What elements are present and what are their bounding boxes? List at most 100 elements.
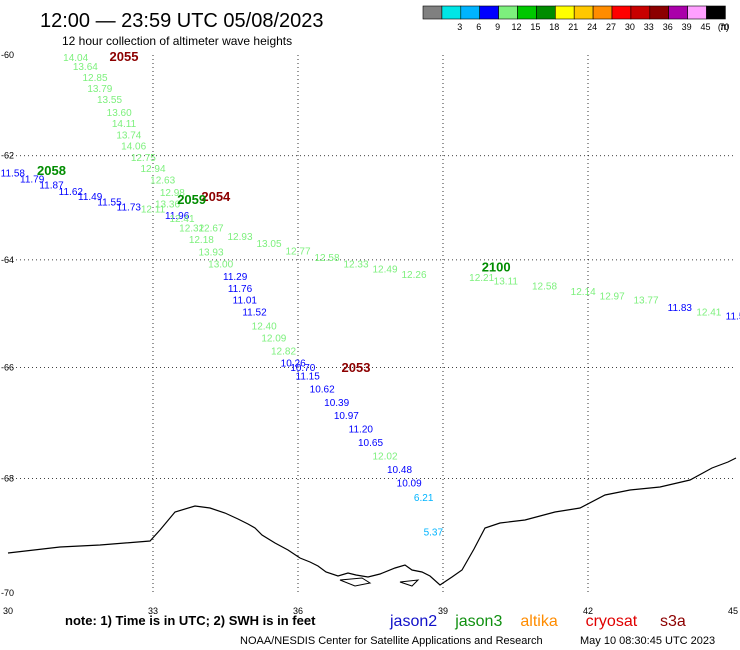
wave-height-colorbar: 3 6 9 12 15 18 21 24 27 30 33 36 39 45 70(ft) (422, 5, 729, 32)
lon-tick-label: 42 (583, 606, 593, 616)
map-grid: 30 33 36 39 42 45 -60 -62 -64 -66 -68 -70 (1, 50, 738, 616)
wave-height-value: 12.21 (469, 273, 494, 284)
colorbar-swatch (460, 5, 480, 20)
wave-height-value: 10.65 (358, 438, 383, 449)
colorbar-label: 30 (625, 22, 635, 32)
wave-height-value: 11.55 (97, 197, 122, 208)
colorbar-swatch (573, 5, 594, 20)
lat-tick-label: -62 (1, 151, 14, 161)
pass-time-label: 2054 (201, 189, 231, 204)
colorbar-swatch (649, 5, 669, 20)
lat-tick-label: -70 (1, 588, 14, 598)
footer-note: note: 1) Time is in UTC; 2) SWH is in fe… (65, 613, 316, 628)
wave-height-value: 13.05 (256, 239, 281, 250)
wave-height-value: 13.93 (198, 248, 223, 259)
wave-height-value: 12.63 (150, 175, 175, 186)
colorbar-swatch (592, 5, 613, 20)
wave-height-value: 10.26 (281, 358, 306, 369)
wave-height-value: 14.11 (112, 119, 137, 130)
wave-height-value: 12.98 (160, 188, 185, 199)
pass-time-label: 2053 (342, 360, 371, 375)
mission-legend: jason2 jason3 altika cryosat s3a (389, 613, 686, 630)
colorbar-swatch (479, 5, 499, 20)
lon-tick-label: 33 (148, 606, 158, 616)
colorbar-label: 36 (663, 22, 673, 32)
wave-height-value: 11.58 (1, 168, 26, 179)
colorbar-label: 18 (549, 22, 559, 32)
antarctic-coastline (7, 457, 737, 587)
wave-height-value: 14.04 (63, 53, 88, 64)
wave-height-value: 12.11 (141, 205, 166, 216)
wave-height-value: 11.87 (39, 181, 64, 192)
wave-height-value: 12.67 (198, 223, 223, 234)
colorbar-swatch (554, 5, 575, 20)
wave-height-value: 11.20 (349, 425, 374, 436)
colorbar-swatch (517, 5, 537, 20)
pass-time-label: 2058 (37, 163, 66, 178)
wave-height-value: 13.55 (97, 95, 122, 106)
wave-height-value: 13.79 (87, 84, 112, 95)
footer-timestamp: May 10 08:30:45 UTC 2023 (580, 635, 715, 647)
lat-tick-label: -64 (1, 255, 14, 265)
wave-height-value: 11.96 (165, 211, 190, 222)
pass-time-label: 2100 (482, 260, 511, 275)
colorbar-label: 33 (644, 22, 654, 32)
wave-height-value: 11.76 (228, 284, 253, 295)
wave-height-value: 12.26 (401, 270, 426, 281)
colorbar-swatch (687, 5, 707, 20)
lat-tick-label: -66 (1, 362, 14, 372)
wave-height-value: 10.48 (387, 465, 412, 476)
wave-height-value: 10.39 (324, 398, 349, 409)
wave-height-value: 13.74 (116, 130, 141, 141)
footer-credit: NOAA/NESDIS Center for Satellite Applica… (240, 635, 543, 647)
colorbar-label: 24 (587, 22, 597, 32)
lat-tick-label: -60 (1, 50, 14, 60)
mission-altika: altika (520, 613, 557, 630)
colorbar-swatch (441, 5, 462, 20)
wave-height-value: 13.64 (73, 62, 98, 73)
pass-time-label: 2055 (110, 49, 139, 64)
wave-height-value: 13.77 (633, 296, 658, 307)
wave-height-value: 11.52 (242, 307, 267, 318)
colorbar-swatch (706, 5, 726, 20)
colorbar-swatch (536, 5, 556, 20)
wave-height-value: 12.02 (372, 451, 397, 462)
wave-height-value: 12.14 (571, 287, 596, 298)
wave-height-value: 5.37 (424, 527, 444, 538)
wave-height-value: 11.49 (78, 192, 103, 203)
mission-jason2: jason2 (389, 613, 437, 630)
wave-height-value: 12.77 (285, 247, 310, 258)
colorbar-swatch (668, 5, 688, 20)
wave-height-value: 11.73 (117, 202, 142, 213)
colorbar-swatch (630, 5, 651, 20)
wave-height-value: 13.11 (494, 276, 519, 287)
colorbar-label: 15 (530, 22, 540, 32)
map-title: 12:00 — 23:59 UTC 05/08/2023 (40, 10, 324, 32)
wave-height-value: 12.41 (696, 307, 721, 318)
colorbar-label: 3 (457, 22, 462, 32)
colorbar-swatch (422, 5, 443, 20)
wave-height-value: 11.50 (726, 312, 740, 323)
wave-height-value: 12.58 (532, 282, 557, 293)
wave-height-value: 13.60 (107, 108, 132, 119)
wave-height-value: 10.97 (334, 411, 359, 422)
lon-tick-label: 30 (3, 606, 13, 616)
wave-height-value: 12.18 (189, 235, 214, 246)
map-subtitle: 12 hour collection of altimeter wave hei… (62, 34, 292, 48)
colorbar-label: 27 (606, 22, 616, 32)
wave-height-value: 13.36 (155, 199, 180, 210)
wave-height-value: 11.83 (668, 303, 693, 314)
wave-height-value: 12.49 (372, 265, 397, 276)
colorbar-swatch (611, 5, 632, 20)
wave-height-value: 14.06 (121, 142, 146, 153)
wave-height-value: 6.21 (414, 493, 434, 504)
colorbar-label: 39 (682, 22, 692, 32)
wave-height-value: 12.97 (600, 291, 625, 302)
wave-height-value: 11.01 (233, 296, 258, 307)
wave-height-value: 11.15 (296, 372, 321, 383)
wave-height-value: 12.33 (343, 259, 368, 270)
mission-cryosat: cryosat (586, 613, 638, 630)
colorbar-label: 70 (719, 22, 729, 32)
colorbar-label: 6 (476, 22, 481, 32)
